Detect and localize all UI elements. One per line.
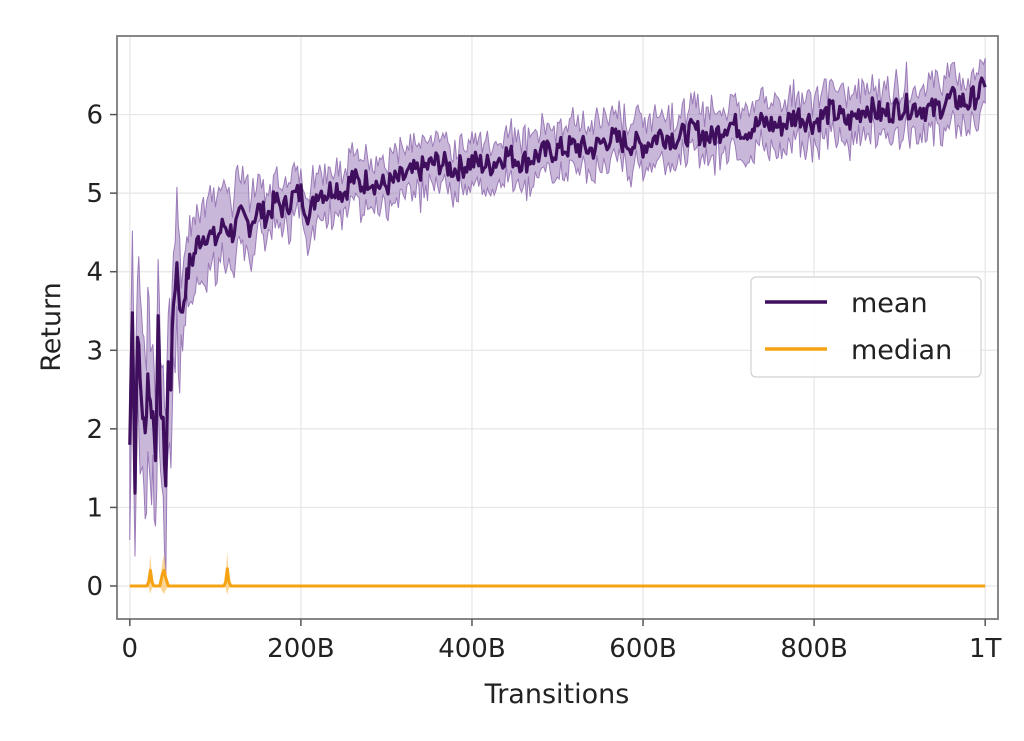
band-median (129, 551, 986, 595)
confidence-bands (129, 57, 986, 595)
y-tick-label: 6 (86, 101, 103, 131)
y-axis-ticks: 0 1 2 3 4 5 6 (86, 101, 117, 602)
legend-label-median: median (851, 335, 952, 366)
band-mean (129, 57, 986, 581)
series-line-median (129, 567, 986, 588)
x-tick-label: 200B (267, 634, 334, 664)
plot-frame (116, 35, 999, 620)
x-tick-label: 1T (969, 634, 1002, 664)
x-axis-label: Transitions (484, 679, 630, 710)
x-tick-label: 600B (609, 634, 676, 664)
y-tick-label: 5 (86, 179, 103, 209)
y-tick-label: 4 (86, 258, 103, 288)
y-tick-label: 1 (86, 493, 103, 523)
y-tick-label: 0 (86, 572, 103, 602)
legend: mean median (750, 276, 982, 378)
y-tick-label: 3 (86, 336, 103, 366)
legend-label-mean: mean (851, 288, 928, 319)
y-tick-label: 2 (86, 415, 103, 445)
x-tick-label: 0 (122, 634, 139, 664)
x-tick-label: 400B (438, 634, 505, 664)
series-lines (128, 76, 987, 588)
y-axis-label: Return (36, 282, 67, 372)
series-line-mean (128, 76, 987, 495)
x-tick-label: 800B (780, 634, 847, 664)
x-axis-ticks: 0 200B 400B 600B 800B 1T (122, 619, 1002, 664)
